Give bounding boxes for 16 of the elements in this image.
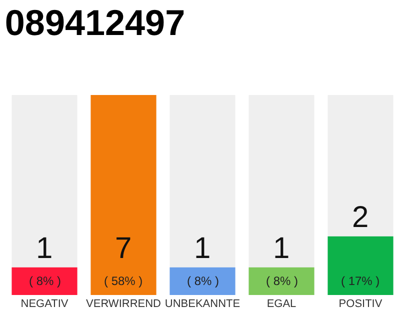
- x-tick-label: UNBEKANNTE: [164, 298, 240, 310]
- x-tick-label: POSITIV: [338, 298, 383, 310]
- data-label: ( 8% ): [29, 274, 62, 288]
- x-tick-label: VERWIRREND: [86, 298, 162, 310]
- chart-title: 089412497: [4, 2, 186, 43]
- annotation: 1: [194, 232, 211, 265]
- data-label: ( 17% ): [341, 274, 380, 288]
- data-label: ( 58% ): [104, 274, 143, 288]
- annotation: 2: [352, 201, 369, 234]
- data-label: ( 8% ): [187, 274, 220, 288]
- data-label: ( 8% ): [266, 274, 298, 288]
- annotation: 1: [36, 232, 53, 265]
- x-tick-label: NEGATIV: [20, 298, 69, 310]
- annotation: 7: [115, 232, 132, 265]
- x-tick-label: EGAL: [266, 298, 296, 310]
- annotation: 1: [273, 232, 290, 265]
